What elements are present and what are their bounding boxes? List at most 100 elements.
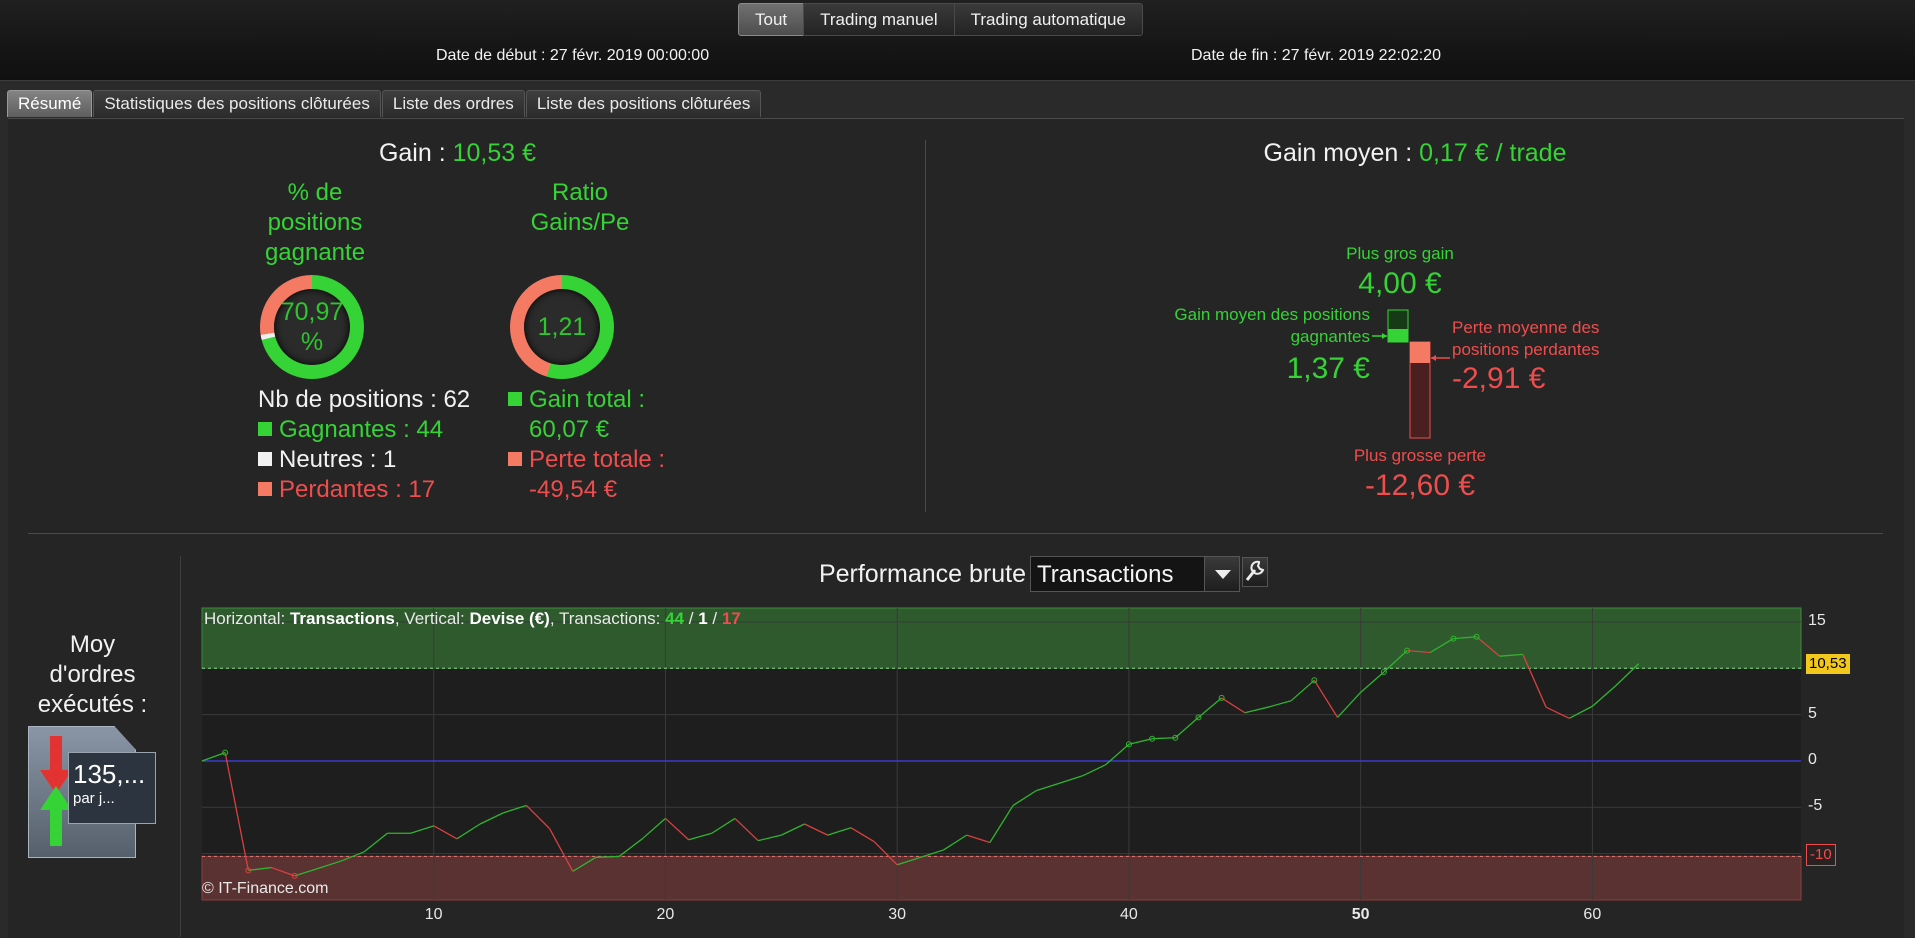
trade-marker (1218, 694, 1225, 701)
win-rate-title-line: positions (267, 209, 363, 236)
equity-segment (1476, 636, 1501, 657)
winning-positions-text: Gagnantes : 44 (279, 416, 444, 443)
equity-segment (641, 817, 666, 840)
equity-segment (1036, 782, 1060, 792)
trade-marker (245, 867, 252, 874)
equity-segment (433, 825, 458, 840)
equity-segment (1313, 679, 1339, 718)
trade-marker (1380, 668, 1387, 675)
mode-tab-all[interactable]: Tout (738, 3, 805, 36)
start-date-label: Date de début : 27 févr. 2019 00:00:00 (436, 47, 710, 64)
performance-select-value: Transactions (1037, 561, 1174, 588)
chevron-down-icon[interactable] (1204, 557, 1239, 591)
equity-segment (1406, 649, 1431, 654)
y-tick-label: -5 (1808, 797, 1823, 815)
equity-segment (665, 817, 690, 841)
equity-segment (456, 823, 481, 840)
equity-segment (618, 838, 643, 857)
trade-marker (1404, 647, 1411, 654)
avg-loss-label-line: positions perdantes (1452, 340, 1600, 359)
gain-loss-ratio-donut: 1,21 (510, 275, 614, 379)
equity-segment (989, 805, 1014, 843)
equity-segment (873, 841, 898, 866)
equity-segment (1267, 700, 1292, 708)
losing-positions: Perdantes : 17 (258, 475, 470, 505)
x-tick-label: 10 (424, 906, 443, 923)
equity-segment (294, 867, 319, 877)
donut-hole (524, 289, 600, 365)
y-tick-label: 5 (1808, 704, 1817, 722)
orders-widget: 135,... par j... (28, 726, 158, 858)
equity-segment (503, 804, 527, 814)
tab-order-list[interactable]: Liste des ordres (381, 90, 525, 117)
equity-segment (1592, 685, 1617, 707)
avg-loss-bar (1410, 342, 1430, 363)
info-horizontal-label: Horizontal: (204, 609, 290, 628)
equity-segment (688, 832, 713, 841)
equity-segment (1429, 638, 1454, 654)
gain-value: 10,53 € (452, 139, 537, 167)
last-value-badge: 10,53 (1806, 653, 1850, 674)
equity-segment (271, 866, 295, 877)
avg-gain-value: 0,17 € / trade (1419, 139, 1567, 167)
info-separator: / (684, 609, 699, 628)
tab-closed-position-stats[interactable]: Statistiques des positions clôturées (93, 90, 381, 117)
totals: Gain total : 60,07 € Perte totale : -49,… (508, 385, 665, 505)
equity-segment (1522, 654, 1547, 708)
y-tick-label: 15 (1808, 611, 1826, 629)
trade-marker (1473, 633, 1480, 640)
equity-segment (595, 855, 620, 859)
mode-tab-automatic[interactable]: Trading automatique (953, 3, 1143, 36)
info-losses: 17 (721, 609, 741, 628)
equity-segment (897, 856, 921, 866)
x-tick-label: 30 (888, 906, 906, 923)
top-bar: Tout Trading manuel Trading automatique … (0, 0, 1915, 81)
equity-segment (1615, 663, 1640, 687)
ratio-title-line: Ratio (551, 179, 609, 206)
y-tick-label: 0 (1808, 750, 1817, 768)
equity-segment (1152, 737, 1176, 740)
win-rate-donut: 70,97 % (260, 275, 364, 379)
equity-segment (572, 856, 597, 872)
equity-segment (201, 751, 226, 762)
info-neutral: 1 (698, 609, 708, 628)
ratio-title-line: Gains/Pe (530, 209, 630, 236)
equity-segment (248, 866, 272, 871)
win-rate-number: 70,97 (280, 298, 344, 326)
avg-gain-label: Gain moyen : (1263, 139, 1413, 167)
tab-closed-position-list[interactable]: Liste des positions clôturées (525, 90, 762, 117)
green-square-icon (508, 392, 522, 406)
x-tick-label: 20 (656, 906, 675, 923)
x-tick-label: 50 (1351, 906, 1370, 923)
ratio-value: 1,21 (537, 313, 587, 341)
performance-axis-select[interactable]: Transactions (1030, 556, 1240, 592)
wrench-settings-button[interactable] (1242, 557, 1268, 587)
orders-value-card: 135,... par j... (68, 752, 156, 824)
equity-segment (1174, 716, 1199, 739)
equity-segment (479, 812, 504, 825)
equity-segment (711, 817, 736, 834)
equity-segment (1198, 697, 1223, 718)
wrench-icon (1245, 560, 1265, 581)
info-vertical-value: Devise (€) (469, 609, 550, 628)
neutral-positions: Neutres : 1 (258, 445, 470, 475)
mode-tab-manual[interactable]: Trading manuel (803, 3, 955, 36)
win-rate-value: 70,97 % (260, 275, 364, 379)
avg-loss-label-line: Perte moyenne des (1452, 318, 1600, 337)
red-square-icon (508, 452, 522, 466)
equity-segment (410, 825, 434, 834)
equity-segment (224, 752, 249, 871)
equity-segment (1221, 697, 1246, 714)
tab-summary[interactable]: Résumé (7, 90, 93, 117)
low-threshold-badge: -10 (1806, 843, 1836, 866)
x-tick-label: 60 (1583, 906, 1602, 923)
avg-win-label: Gain moyen des positions gagnantes (1120, 304, 1370, 348)
horizontal-divider (28, 533, 1883, 534)
win-rate-title-line: % de (287, 179, 343, 206)
equity-segment (1105, 743, 1130, 766)
win-rate-unit: % (300, 328, 324, 356)
loss-total-value: -49,54 € (529, 476, 618, 503)
equity-segment (1453, 636, 1477, 640)
x-tick-label: 40 (1119, 906, 1138, 923)
